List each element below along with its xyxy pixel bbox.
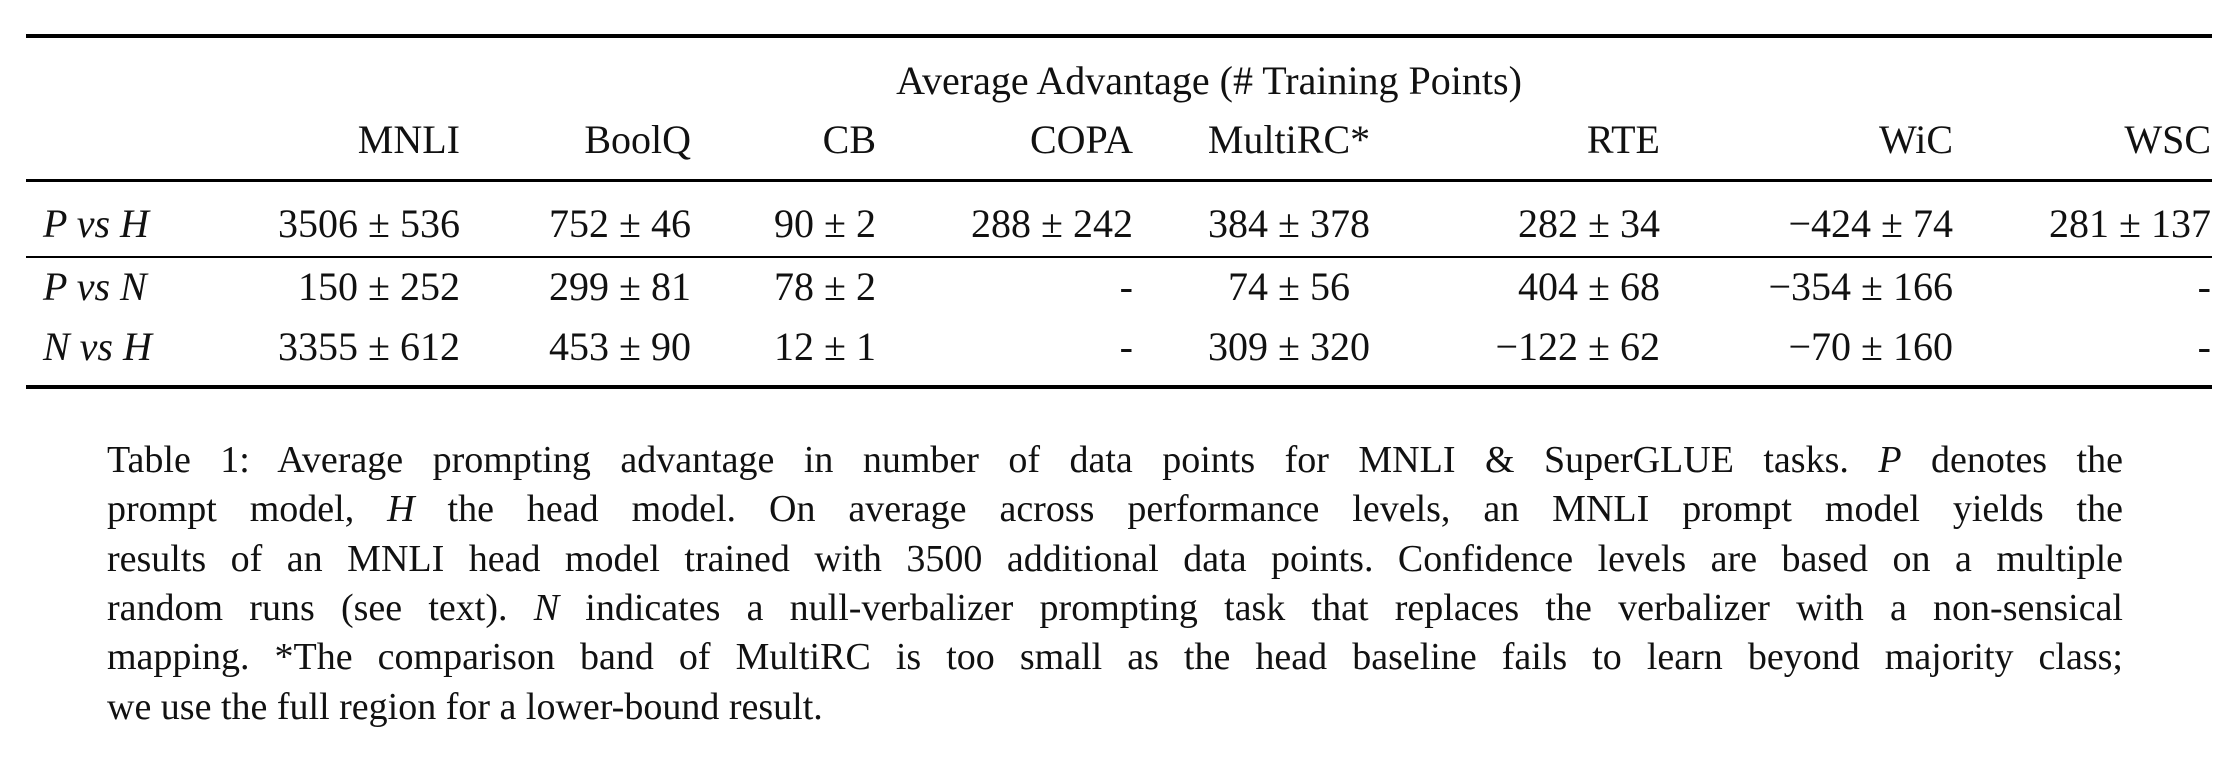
column-header-multirc: MultiRC*	[1207, 117, 1371, 162]
column-header-cb: CB	[822, 117, 876, 162]
top-rule	[26, 34, 2212, 38]
table-cell: 288 ± 242	[971, 201, 1133, 246]
table-cell: −70 ± 160	[1788, 324, 1953, 369]
caption-text: we use the full region for a lower-bound…	[107, 686, 823, 728]
table-cell: 12 ± 1	[774, 324, 876, 369]
table-cell: 453 ± 90	[549, 324, 691, 369]
table-cell: 384 ± 378	[1208, 201, 1370, 246]
table-cell: −424 ± 74	[1788, 201, 1953, 246]
caption-text: the head model. On average across perfor…	[414, 488, 2123, 530]
table-cell: 752 ± 46	[549, 201, 691, 246]
caption-symbol: P	[1878, 439, 1902, 481]
table-cell: −354 ± 166	[1768, 264, 1953, 309]
table-cell: 78 ± 2	[774, 264, 876, 309]
group-header: Average Advantage (# Training Points)	[896, 58, 1522, 103]
table-cell: 74 ± 56	[1228, 264, 1350, 309]
table-cell: 282 ± 34	[1518, 201, 1660, 246]
row-rule	[26, 256, 2212, 258]
row-label: P vs N	[43, 264, 147, 309]
column-header-copa: COPA	[1029, 117, 1133, 162]
table-cell: -	[2197, 324, 2211, 369]
caption-line: Table 1: Average prompting advantage in …	[107, 436, 2123, 484]
table-cell: 3355 ± 612	[278, 324, 460, 369]
row-label: P vs H	[43, 201, 149, 246]
column-header-wsc: WSC	[2124, 117, 2211, 162]
column-header-mnli: MNLI	[357, 117, 460, 162]
caption-text: random runs (see text).	[107, 587, 534, 629]
table-cell: 90 ± 2	[774, 201, 876, 246]
table-cell: 404 ± 68	[1518, 264, 1660, 309]
table-cell: -	[1119, 264, 1133, 309]
caption-text: Table 1: Average prompting advantage in …	[107, 439, 1879, 481]
column-header-boolq: BoolQ	[584, 117, 691, 162]
caption-text: denotes the	[1901, 439, 2123, 481]
table-cell: -	[1119, 324, 1133, 369]
caption-text: indicates a null-verbalizer prompting ta…	[559, 587, 2123, 629]
caption-line: mapping. *The comparison band of MultiRC…	[107, 633, 2123, 681]
table-cell: 3506 ± 536	[278, 201, 460, 246]
caption-symbol: H	[387, 488, 415, 530]
caption-line: prompt model, H the head model. On avera…	[107, 485, 2123, 533]
caption-symbol: N	[533, 587, 560, 629]
table-cell: -	[2197, 264, 2211, 309]
table-cell: −122 ± 62	[1495, 324, 1660, 369]
caption-line: we use the full region for a lower-bound…	[107, 683, 2123, 731]
caption-text: prompt model,	[107, 488, 388, 530]
table-cell: 150 ± 252	[298, 264, 460, 309]
table-cell: 299 ± 81	[549, 264, 691, 309]
caption-text: results of an MNLI head model trained wi…	[107, 538, 2123, 580]
bottom-rule	[26, 385, 2212, 389]
caption-line: random runs (see text). N indicates a nu…	[107, 584, 2123, 632]
column-header-wic: WiC	[1879, 117, 1953, 162]
header-rule	[26, 179, 2212, 182]
column-header-rte: RTE	[1586, 117, 1660, 162]
table-cell: 281 ± 137	[2049, 201, 2211, 246]
table-cell: 309 ± 320	[1208, 324, 1370, 369]
row-label: N vs H	[43, 324, 152, 369]
caption-text: mapping. *The comparison band of MultiRC…	[107, 636, 2123, 678]
caption-line: results of an MNLI head model trained wi…	[107, 535, 2123, 583]
